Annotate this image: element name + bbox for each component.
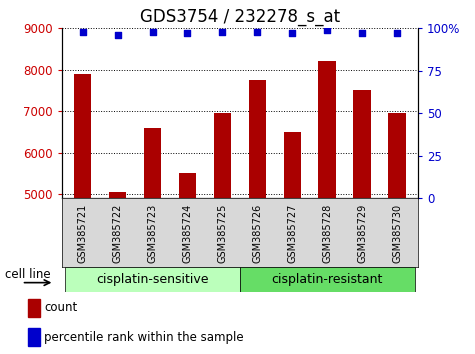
Bar (74, 74, 91, 354)
Point (79, 29, 86, 35)
Bar (318, 62, 336, 354)
Bar (179, 173, 196, 354)
Text: GSM385722: GSM385722 (113, 204, 123, 263)
Point (393, 30, 401, 36)
Text: cisplatin-resistant: cisplatin-resistant (272, 273, 383, 286)
Text: percentile rank within the sample: percentile rank within the sample (44, 331, 244, 343)
Text: GSM385730: GSM385730 (392, 204, 402, 263)
Text: count: count (44, 301, 77, 314)
Text: cell line: cell line (5, 268, 50, 281)
Point (149, 29, 156, 35)
Bar (109, 192, 126, 354)
Bar (214, 113, 231, 354)
Text: GSM385727: GSM385727 (287, 204, 297, 263)
Bar (389, 113, 406, 354)
Bar (353, 91, 371, 354)
Text: GSM385728: GSM385728 (322, 204, 332, 263)
Text: cisplatin-sensitive: cisplatin-sensitive (96, 273, 209, 286)
Text: GSM385726: GSM385726 (252, 204, 262, 263)
Bar (28, 328, 40, 346)
Point (114, 32, 122, 38)
Point (254, 29, 261, 35)
Text: GSM385723: GSM385723 (148, 204, 158, 263)
Text: GSM385724: GSM385724 (182, 204, 192, 263)
Point (323, 27, 331, 33)
Bar (284, 132, 301, 354)
Point (218, 29, 226, 35)
Bar (65, 267, 240, 292)
Text: GSM385729: GSM385729 (357, 204, 367, 263)
Bar (28, 299, 40, 316)
Bar (248, 80, 266, 354)
Point (358, 30, 366, 36)
Title: GDS3754 / 232278_s_at: GDS3754 / 232278_s_at (140, 8, 340, 25)
Point (288, 30, 296, 36)
Bar (144, 128, 162, 354)
Text: GSM385725: GSM385725 (218, 204, 228, 263)
Bar (240, 267, 415, 292)
Point (184, 30, 191, 36)
Text: GSM385721: GSM385721 (78, 204, 88, 263)
